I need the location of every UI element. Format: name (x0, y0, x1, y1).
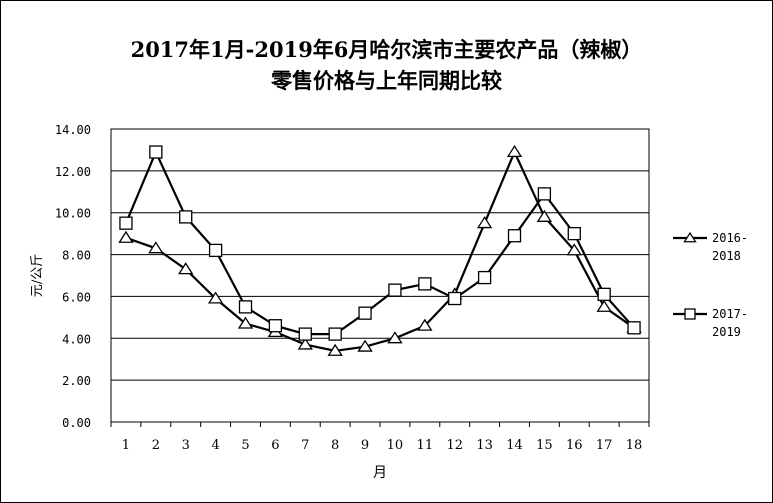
data-point-triangle (417, 318, 433, 331)
x-tick-label: 16 (566, 438, 583, 453)
legend-label-1: 2016- (712, 231, 748, 245)
data-point-square (507, 229, 522, 243)
legend-marker-triangle (683, 231, 697, 243)
data-point-triangle (297, 337, 313, 350)
data-point-triangle (476, 216, 493, 229)
x-axis-title: 月 (373, 465, 387, 481)
legend-label-2: 2019 (712, 325, 741, 339)
x-tick-label: 6 (271, 438, 279, 453)
x-tick-label: 4 (211, 438, 219, 453)
x-tick-label: 9 (361, 438, 369, 453)
x-tick-label: 11 (417, 438, 434, 453)
y-tick-label: 6.00 (62, 290, 91, 304)
y-tick-label: 2.00 (62, 374, 91, 388)
x-tick-label: 3 (182, 438, 190, 453)
y-axis-title: 元/公斤 (30, 254, 45, 297)
x-tick-label: 10 (387, 438, 404, 453)
x-tick-label: 18 (626, 438, 643, 453)
x-tick-label: 15 (536, 438, 553, 453)
data-point-triangle (237, 316, 254, 329)
data-point-square (418, 277, 432, 291)
data-point-square (328, 327, 342, 341)
data-point-triangle (178, 262, 194, 275)
series-line-2 (124, 149, 635, 336)
data-point-triangle (387, 331, 403, 344)
y-tick-label: 12.00 (55, 165, 91, 179)
x-tick-label: 2 (152, 438, 160, 453)
data-point-square (208, 243, 223, 258)
data-point-square (179, 210, 193, 224)
legend-marker-square (684, 308, 696, 320)
data-point-square (268, 319, 283, 333)
data-point-square (597, 287, 611, 301)
data-point-triangle (148, 241, 164, 254)
data-point-triangle (596, 299, 612, 312)
x-tick-label: 13 (476, 438, 493, 453)
data-point-triangle (357, 339, 373, 352)
data-point-square (298, 327, 312, 341)
x-tick-label: 14 (506, 438, 523, 453)
data-point-square (477, 270, 492, 285)
x-tick-label: 7 (301, 438, 309, 453)
y-tick-label: 14.00 (55, 123, 91, 137)
x-tick-label: 12 (446, 438, 463, 453)
chart-title-line-2: 零售价格与上年同期比较 (271, 68, 502, 93)
data-point-square (119, 216, 133, 230)
data-point-triangle (536, 209, 553, 222)
data-point-square (149, 145, 163, 159)
data-point-square (388, 283, 402, 297)
y-tick-label: 0.00 (62, 416, 91, 430)
data-point-triangle (327, 343, 343, 356)
data-point-square (358, 306, 372, 320)
x-tick-label: 1 (122, 438, 130, 453)
data-point-triangle (118, 230, 134, 243)
data-point-square (537, 187, 552, 201)
legend-label-2: 2017- (712, 307, 748, 321)
data-point-square (238, 300, 253, 314)
data-point-square (448, 291, 462, 306)
chart-title-line-1: 2017年1月-2019年6月哈尔滨市主要农产品（辣椒） (130, 37, 643, 62)
y-tick-label: 4.00 (62, 332, 91, 346)
data-point-square (567, 226, 581, 241)
x-tick-label: 8 (331, 438, 339, 453)
data-point-triangle (207, 291, 224, 304)
y-tick-label: 8.00 (62, 249, 91, 263)
x-tick-label: 5 (241, 438, 249, 453)
data-point-square (627, 321, 641, 335)
data-point-triangle (566, 243, 582, 256)
data-point-triangle (506, 144, 523, 158)
legend-label-1: 2018 (712, 249, 741, 263)
y-tick-label: 10.00 (55, 207, 91, 221)
x-tick-label: 17 (596, 438, 613, 453)
series-line-1 (125, 149, 635, 352)
